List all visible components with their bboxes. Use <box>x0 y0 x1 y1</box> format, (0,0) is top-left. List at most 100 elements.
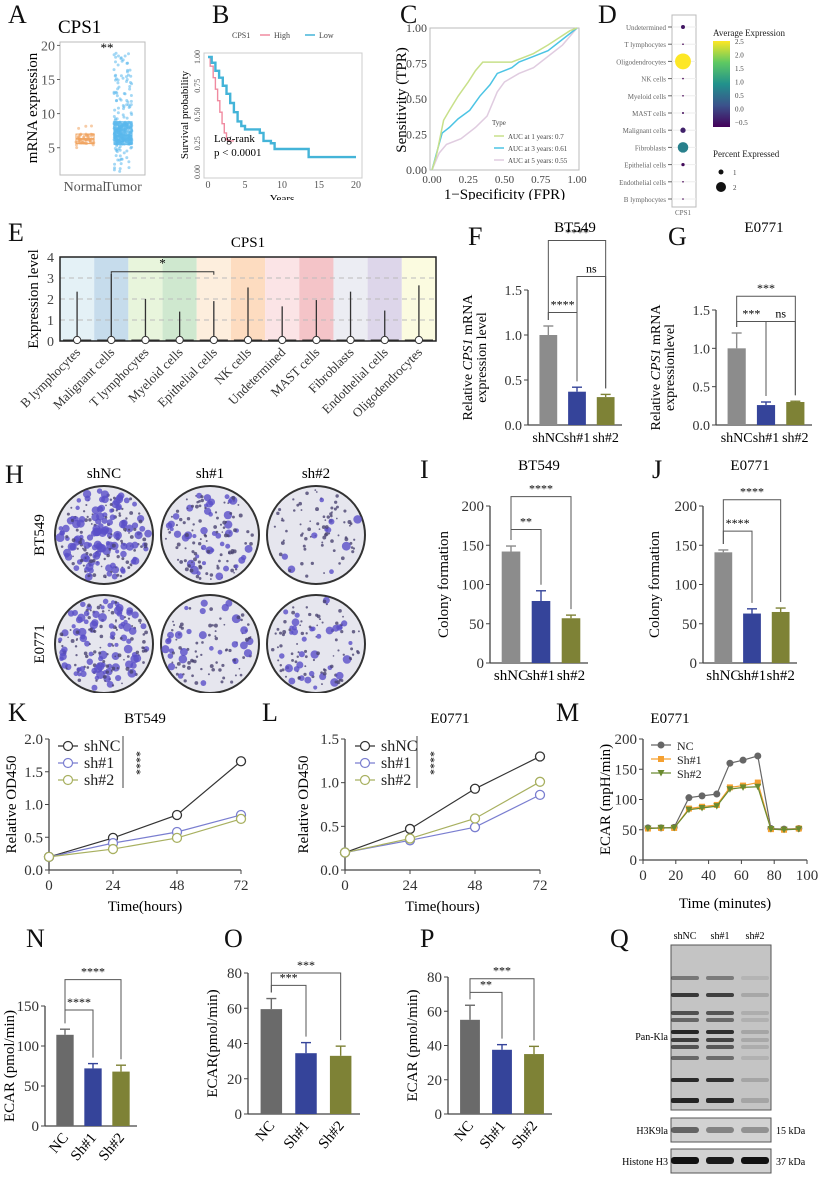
roc-curve <box>431 27 578 171</box>
colony <box>106 519 113 526</box>
colony <box>128 532 130 534</box>
data-point <box>118 167 122 171</box>
colony <box>76 667 82 673</box>
x-tick-label: shNC <box>721 431 753 446</box>
significance-label: ** <box>520 515 532 529</box>
annotation-line-1: Log-rank <box>214 133 255 145</box>
data-point <box>644 825 652 833</box>
colony <box>75 630 80 634</box>
significance-label: **** <box>551 298 575 312</box>
colony <box>79 537 83 541</box>
data-point <box>116 87 120 91</box>
colony <box>316 522 320 526</box>
colony <box>239 673 243 677</box>
colony <box>91 513 94 516</box>
data-point <box>124 128 128 132</box>
colony <box>170 515 173 518</box>
data-point <box>75 146 79 150</box>
colony <box>219 617 222 620</box>
data-point <box>128 104 132 108</box>
colony <box>316 614 321 619</box>
colony <box>334 500 338 504</box>
colony <box>96 670 105 679</box>
colony <box>271 647 275 652</box>
colony <box>123 619 128 625</box>
colony <box>280 519 283 522</box>
colony <box>200 667 203 671</box>
colony <box>91 667 98 674</box>
colony <box>96 488 103 494</box>
colony <box>139 525 146 532</box>
colony <box>222 676 226 680</box>
colony <box>129 535 134 539</box>
colony <box>83 619 89 625</box>
colony <box>127 566 131 570</box>
y-tick-label: 1.5 <box>505 284 523 299</box>
colony <box>130 564 133 567</box>
colony <box>297 651 300 654</box>
y-tick-label: 50 <box>682 617 697 633</box>
colony <box>281 553 289 560</box>
colony <box>305 491 309 496</box>
colony <box>309 520 312 523</box>
colony <box>302 544 306 548</box>
colony <box>322 671 327 676</box>
colony <box>108 609 110 612</box>
colony <box>80 601 86 608</box>
colony <box>171 661 174 664</box>
legend-label: AUC at 1 years: 0.7 <box>508 133 564 141</box>
colony <box>76 498 82 503</box>
data-point <box>128 136 132 140</box>
colony <box>107 642 112 648</box>
data-point <box>112 114 116 118</box>
protein-band <box>706 976 734 980</box>
colony <box>123 497 130 504</box>
significance-label: **** <box>565 226 589 240</box>
colony <box>350 647 354 651</box>
colony <box>77 672 82 677</box>
colony <box>273 525 276 528</box>
colony <box>98 651 102 655</box>
colony <box>99 624 103 629</box>
x-tick-label: 0.25 <box>459 174 479 186</box>
colony <box>330 678 339 687</box>
colony <box>281 517 284 520</box>
protein-band <box>706 1127 734 1133</box>
colony <box>228 648 232 653</box>
colony <box>329 569 334 575</box>
colony <box>325 626 334 635</box>
data-point <box>43 851 55 863</box>
colony <box>294 660 298 664</box>
colony <box>213 525 218 529</box>
panel-c-roc: 0.00 0.25 0.50 0.75 1.00 0.00 0.25 0.50 0.75 1.00… <box>394 21 587 200</box>
chart-title: BT549 <box>518 458 560 474</box>
colony <box>175 524 178 527</box>
colony <box>83 610 90 617</box>
colony <box>78 627 87 637</box>
colony <box>335 671 344 680</box>
colony <box>105 504 107 507</box>
y-tick-label: 200 <box>615 732 638 748</box>
significance-bracket <box>270 972 342 1041</box>
blot-membrane <box>670 944 772 1111</box>
x-tick-label: sh#1 <box>564 431 590 446</box>
x-tick-label: NC <box>451 1118 477 1144</box>
colony <box>348 656 352 660</box>
colony <box>98 523 104 529</box>
colony <box>95 518 102 525</box>
colony <box>164 537 167 540</box>
colony <box>224 649 228 652</box>
y-tick-label: 0.00 <box>406 163 427 177</box>
colony <box>337 534 340 537</box>
y-tick-label: 0.75 <box>406 57 427 71</box>
data-point <box>114 139 118 143</box>
colony <box>65 667 68 670</box>
bar <box>56 1034 74 1126</box>
colony <box>132 556 138 562</box>
y-tick-label: 1.0 <box>505 329 523 344</box>
colony <box>341 620 348 627</box>
data-point <box>115 94 119 98</box>
colony <box>200 526 208 535</box>
colony <box>87 542 93 548</box>
y-tick-label: 1.0 <box>24 798 43 814</box>
